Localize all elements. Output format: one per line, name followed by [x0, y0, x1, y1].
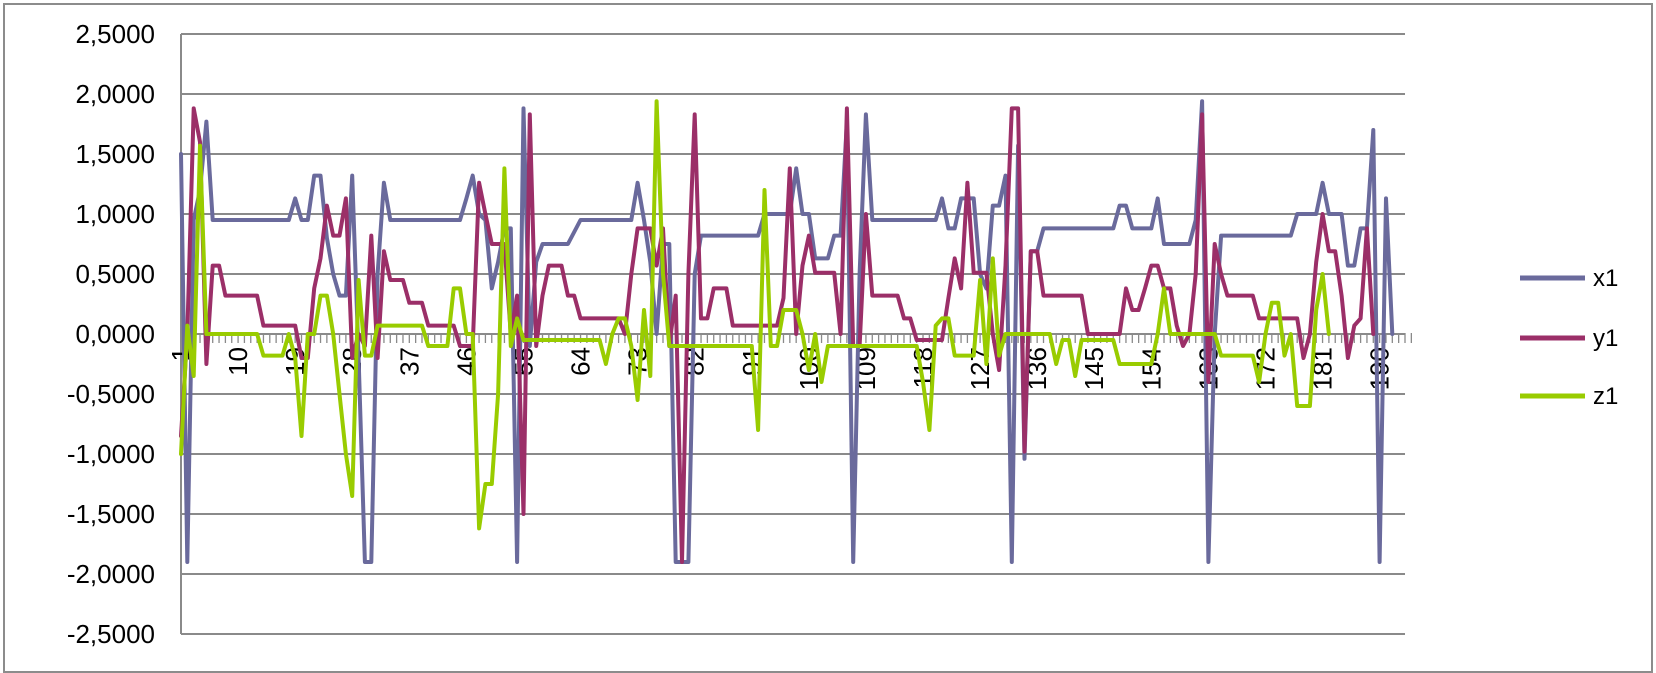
- y-tick-label: -1,0000: [67, 439, 155, 469]
- x-tick-label: 154: [1136, 347, 1166, 390]
- x-tick-label: 64: [566, 347, 596, 376]
- y-tick-label: -1,5000: [67, 499, 155, 529]
- series-line-z1: [179, 99, 1331, 531]
- y-tick-label: 0,0000: [75, 319, 155, 349]
- legend-label: y1: [1593, 325, 1618, 352]
- x-tick-label: 10: [223, 347, 253, 376]
- y-tick-label: -2,0000: [67, 559, 155, 589]
- y-tick-label: 2,5000: [75, 19, 155, 49]
- series-line-x1: [179, 99, 1395, 564]
- y-tick-label: -0,5000: [67, 379, 155, 409]
- x-tick-label: 190: [1365, 347, 1395, 390]
- y-tick-label: 1,5000: [75, 139, 155, 169]
- legend: x1 y1 z1: [1520, 265, 1618, 410]
- series-line-y1: [179, 106, 1376, 564]
- y-tick-label: -2,5000: [67, 619, 155, 649]
- legend-label: z1: [1593, 383, 1618, 410]
- y-tick-label: 1,0000: [75, 199, 155, 229]
- y-tick-label: 0,5000: [75, 259, 155, 289]
- x-tick-label: 37: [394, 347, 424, 376]
- y-tick-label: 2,0000: [75, 79, 155, 109]
- legend-label: x1: [1593, 265, 1618, 292]
- x-tick-label: 46: [451, 347, 481, 376]
- x-tick-label: 127: [965, 347, 995, 390]
- series-lines: [179, 99, 1395, 564]
- x-tick-label: 145: [1079, 347, 1109, 390]
